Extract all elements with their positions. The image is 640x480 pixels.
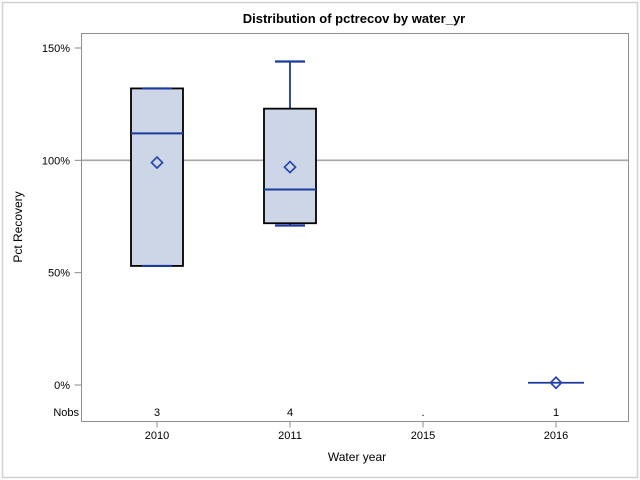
nobs-value: 3 bbox=[154, 407, 160, 419]
x-tick-label: 2011 bbox=[278, 430, 302, 442]
mean-diamond bbox=[150, 155, 164, 170]
box-2011 bbox=[263, 60, 317, 227]
iqr-box bbox=[130, 87, 184, 267]
x-tick-label: 2015 bbox=[411, 430, 435, 442]
box-2010 bbox=[130, 87, 184, 268]
y-tick-label: 100% bbox=[42, 155, 70, 167]
nobs-value: . bbox=[421, 407, 424, 419]
iqr-box bbox=[263, 107, 317, 225]
y-axis-label: Pct Recovery bbox=[11, 191, 25, 263]
y-tick-label: 150% bbox=[42, 43, 70, 55]
y-tick-label: 50% bbox=[48, 268, 70, 280]
nobs-label: Nobs bbox=[53, 407, 79, 419]
chart-title: Distribution of pctrecov by water_yr bbox=[242, 11, 466, 26]
nobs-value: 4 bbox=[287, 407, 293, 419]
y-tick-label: 0% bbox=[54, 380, 70, 392]
mean-diamond bbox=[283, 160, 297, 174]
mean-diamond bbox=[549, 376, 563, 390]
x-tick-label: 2010 bbox=[145, 430, 169, 442]
nobs-value: 1 bbox=[553, 407, 559, 419]
x-axis-label: Water year bbox=[327, 450, 387, 464]
x-tick-label: 2016 bbox=[544, 430, 568, 442]
